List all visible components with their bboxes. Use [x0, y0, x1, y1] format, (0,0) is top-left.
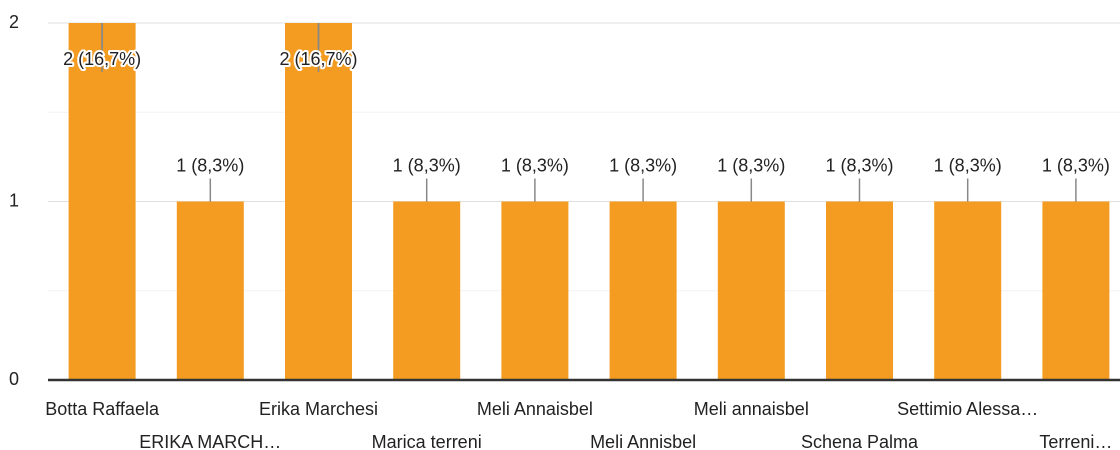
bar: [393, 201, 461, 380]
value-label: 1 (8,3%): [717, 155, 785, 175]
bar: [285, 23, 352, 380]
x-tick-label: Erika Marchesi: [259, 399, 378, 419]
value-label: 1 (8,3%): [825, 155, 893, 175]
bar: [176, 201, 244, 380]
x-tick-label: Meli Annisbel: [590, 432, 696, 450]
bar: [934, 201, 1002, 380]
value-label: 1 (8,3%): [934, 155, 1002, 175]
value-label: 1 (8,3%): [176, 155, 244, 175]
value-label: 1 (8,3%): [609, 155, 677, 175]
x-tick-label: Settimio Alessa…: [897, 399, 1038, 419]
x-tick-label: Meli annaisbel: [694, 399, 809, 419]
value-label: 1 (8,3%): [501, 155, 569, 175]
bar: [68, 23, 136, 380]
value-label: 1 (8,3%): [1042, 155, 1110, 175]
bar: [826, 201, 893, 380]
bar: [1042, 201, 1110, 380]
value-label: 1 (8,3%): [393, 155, 461, 175]
bar: [501, 201, 569, 380]
x-tick-label: Terreni…: [1039, 432, 1112, 450]
value-label: 2 (16,7%): [63, 49, 141, 69]
x-tick-label: ERIKA MARCH…: [139, 432, 281, 450]
x-tick-label: Meli Annaisbel: [477, 399, 593, 419]
y-tick-label: 1: [9, 190, 19, 210]
y-tick-label: 2: [9, 12, 19, 32]
y-tick-label: 0: [9, 369, 19, 389]
x-tick-label: Schena Palma: [801, 432, 919, 450]
bar: [609, 201, 677, 380]
x-tick-label: Marica terreni: [372, 432, 482, 450]
value-label: 2 (16,7%): [279, 49, 357, 69]
x-tick-label: Botta Raffaela: [45, 399, 160, 419]
bar: [717, 201, 785, 380]
